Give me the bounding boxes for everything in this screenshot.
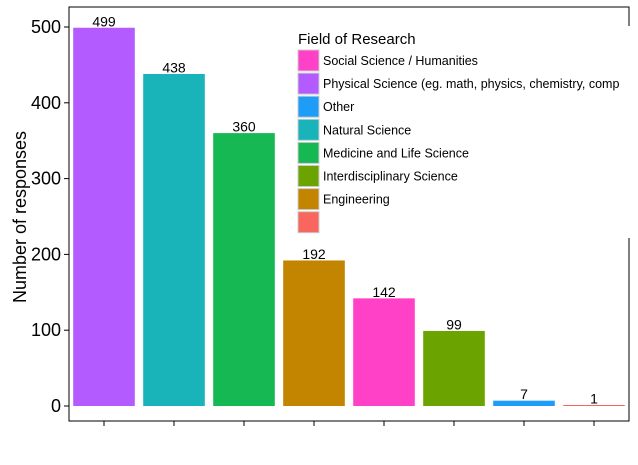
- bar: [73, 27, 135, 407]
- legend-label: Natural Science: [323, 123, 411, 137]
- legend-key: [297, 118, 320, 141]
- bar-value-label: 99: [446, 316, 462, 332]
- legend-label: Medicine and Life Science: [323, 146, 469, 160]
- legend-label: Social Science / Humanities: [323, 54, 478, 68]
- legend-label: Other: [323, 100, 354, 114]
- y-tick-label: 300: [31, 169, 61, 189]
- legend-label: Engineering: [323, 193, 390, 207]
- bar-labels: 499 438 360 192 142 99 7 1: [92, 13, 598, 406]
- bar: [283, 260, 345, 406]
- bar-value-label: 142: [372, 284, 396, 300]
- x-axis: [103, 421, 595, 426]
- bars: [73, 27, 625, 407]
- bar-value-label: 192: [302, 246, 326, 262]
- y-axis: 0 100 200 300 400 500: [31, 17, 69, 416]
- bar-value-label: 7: [520, 386, 528, 402]
- legend-label: Physical Science (eg. math, physics, che…: [323, 77, 619, 91]
- legend-title: Field of Research: [298, 31, 416, 48]
- y-tick-label: 500: [31, 17, 61, 37]
- legend-background: [292, 26, 638, 238]
- legend-label: Interdisciplinary Science: [323, 170, 458, 184]
- legend-key: [297, 95, 320, 118]
- bar-value-label: 1: [590, 391, 598, 407]
- bar-value-label: 499: [92, 13, 116, 29]
- y-tick-label: 200: [31, 244, 61, 264]
- bar: [143, 73, 205, 406]
- bar: [493, 400, 555, 406]
- legend-key: [297, 188, 320, 211]
- bar: [213, 133, 275, 406]
- legend-items: Social Science / Humanities Physical Scie…: [297, 49, 619, 234]
- legend-key: [297, 141, 320, 164]
- bar: [353, 298, 415, 406]
- legend-key: [297, 49, 320, 72]
- y-tick-label: 400: [31, 93, 61, 113]
- legend-key: [297, 211, 320, 234]
- y-tick-label: 0: [51, 396, 61, 416]
- bar: [563, 405, 625, 406]
- bar-value-label: 360: [232, 119, 256, 135]
- y-tick-label: 100: [31, 320, 61, 340]
- bar-value-label: 438: [162, 59, 186, 75]
- legend: Field of Research Social Science / Human…: [292, 26, 638, 238]
- legend-key: [297, 72, 320, 95]
- y-axis-title: Number of responses: [10, 131, 30, 303]
- bar: [423, 330, 485, 406]
- legend-key: [297, 165, 320, 187]
